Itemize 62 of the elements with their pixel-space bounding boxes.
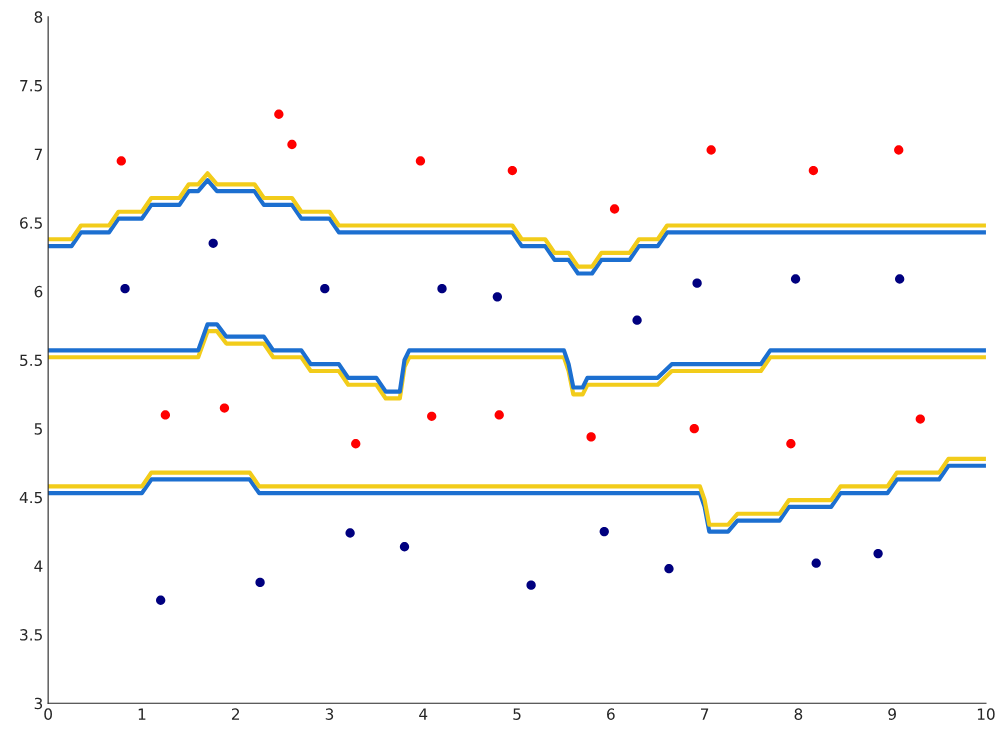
y-tick-label: 7 [34,148,42,160]
x-tick-label: 6 [607,708,615,720]
y-tick-label: 4.5 [19,491,42,504]
y-tick-label: 8 [34,11,43,23]
x-tick-label: 0 [44,708,52,720]
point [345,528,355,538]
point [689,424,699,434]
point [208,238,218,248]
line-series [48,322,986,394]
point [507,165,518,176]
y-tick-label: 3 [34,697,43,710]
x-tick-label: 3 [325,708,334,720]
y-tick-label: 7.5 [20,80,42,92]
point [873,548,883,559]
x-tick-label: 2 [231,708,240,720]
point [599,526,609,537]
point [609,204,620,214]
line-series [48,456,986,527]
y-tick-label: 5.5 [20,354,42,367]
point [320,283,330,294]
point [692,278,702,288]
point [399,542,410,552]
x-tick-label: 10 [977,708,995,720]
line-series [48,329,986,401]
point [895,274,905,284]
x-tick-label: 9 [888,708,896,720]
point [706,145,716,155]
line-series [48,463,986,534]
point [351,439,361,449]
x-tick-label: 1 [138,708,146,720]
x-tick-label: 4 [419,708,428,720]
point [219,403,230,413]
point [894,145,904,155]
point [120,283,130,294]
y-tick-label: 6.5 [20,217,42,229]
point [808,165,819,176]
point [526,580,536,590]
point [494,410,504,420]
x-tick-label: 7 [701,708,709,720]
y-tick-label: 6 [34,285,43,298]
point [287,139,297,150]
point [427,411,437,421]
point [156,595,166,605]
point [664,564,674,574]
point [415,156,426,166]
x-tick-label: 8 [794,708,803,720]
point [255,577,265,588]
point [632,315,642,325]
point [274,109,284,119]
y-tick-label: 4 [34,560,43,572]
point [116,156,126,166]
point [786,439,796,449]
point [160,410,171,420]
point [790,274,801,284]
point [586,432,596,442]
point [437,283,447,294]
y-tick-label: 3.5 [20,629,42,641]
x-tick-label: 5 [513,708,521,720]
y-tick-label: 5 [34,423,42,435]
point [915,414,925,424]
point [811,558,821,568]
point [492,292,503,302]
